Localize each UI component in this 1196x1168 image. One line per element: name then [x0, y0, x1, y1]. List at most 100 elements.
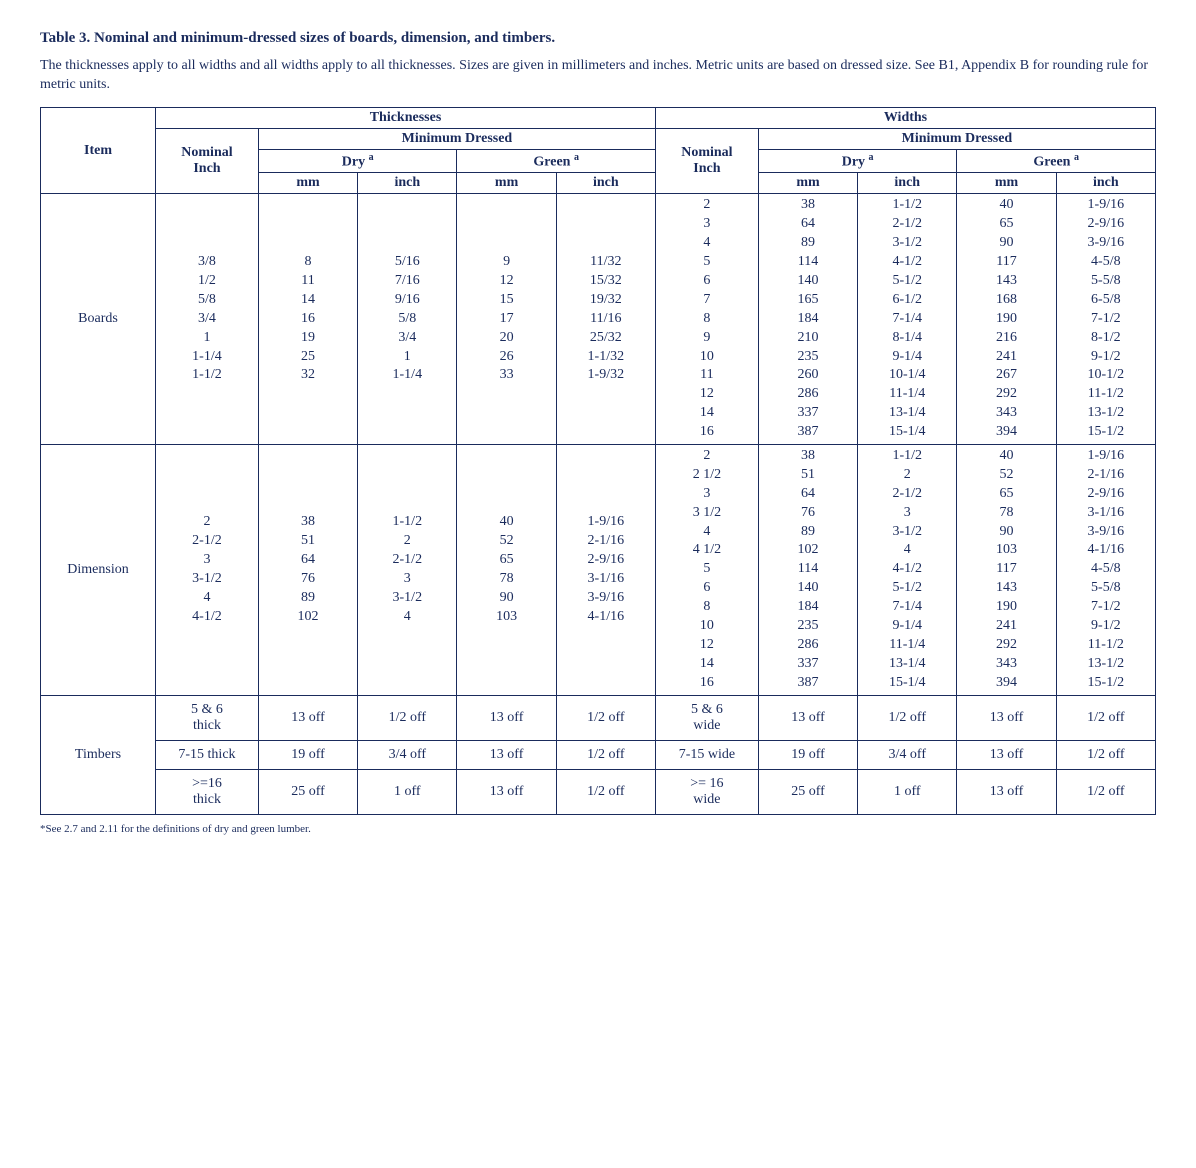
stack-value: 241 — [961, 617, 1051, 636]
cell-boards-thick-nominal: 3/81/25/83/411-1/41-1/2 — [156, 194, 259, 445]
stack-value: 117 — [961, 560, 1051, 579]
stack-value: 102 — [263, 608, 353, 627]
th-dry-width: Dry a — [758, 149, 957, 173]
stack-value: 9-1/2 — [1061, 348, 1151, 367]
cell-dimension-thick-dry-mm: 3851647689102 — [258, 445, 357, 696]
stack-value: 286 — [763, 636, 853, 655]
stack-value: 15-1/4 — [862, 423, 952, 442]
stack-value: 15 — [461, 291, 551, 310]
stack-value: 9-1/4 — [862, 348, 952, 367]
stack-value: 235 — [763, 617, 853, 636]
stack-value: 241 — [961, 348, 1051, 367]
th-inch: inch — [858, 173, 957, 194]
stack-value: 114 — [763, 560, 853, 579]
stack-value: 1-9/32 — [561, 366, 651, 385]
stack-value: 190 — [961, 310, 1051, 329]
stack-value: 33 — [461, 366, 551, 385]
stack-value: 7-1/4 — [862, 310, 952, 329]
table-footnote: *See 2.7 and 2.11 for the definitions of… — [40, 823, 1156, 835]
stack-value: 4-1/16 — [1061, 541, 1151, 560]
stack-value: 51 — [263, 532, 353, 551]
stack-value: 235 — [763, 348, 853, 367]
stack-value: 11-1/2 — [1061, 385, 1151, 404]
stack-value: 2 1/2 — [660, 466, 754, 485]
stack-value: 51 — [763, 466, 853, 485]
cell-boards-thick-dry-inch: 5/167/169/165/83/411-1/4 — [358, 194, 457, 445]
cell-boards-width-nominal: 234567891011121416 — [655, 194, 758, 445]
stack-value: 1-1/2 — [862, 196, 952, 215]
stack-value: 19/32 — [561, 291, 651, 310]
stack-value: 4 — [660, 523, 754, 542]
th-mm: mm — [457, 173, 556, 194]
stack-value: 165 — [763, 291, 853, 310]
stack-value: 5-1/2 — [862, 272, 952, 291]
cell-timber: 13 off — [457, 740, 556, 769]
stack-value: 2-1/16 — [561, 532, 651, 551]
stack-value: 5/16 — [362, 253, 452, 272]
stack-value: 4-5/8 — [1061, 253, 1151, 272]
stack-value: 10-1/4 — [862, 366, 952, 385]
stack-value: 3/4 — [362, 329, 452, 348]
th-min-dressed-width: Minimum Dressed — [758, 128, 1155, 149]
stack-value: 1-9/16 — [1061, 447, 1151, 466]
cell-timber: 1/2 off — [358, 695, 457, 740]
stack-value: 8-1/2 — [1061, 329, 1151, 348]
stack-value: 20 — [461, 329, 551, 348]
stack-value: 17 — [461, 310, 551, 329]
stack-value: 2 — [660, 196, 754, 215]
stack-value: 3-1/2 — [862, 234, 952, 253]
stack-value: 38 — [763, 447, 853, 466]
stack-value: 10 — [660, 348, 754, 367]
cell-dimension-thick-green-inch: 1-9/162-1/162-9/163-1/163-9/164-1/16 — [556, 445, 655, 696]
stack-value: 216 — [961, 329, 1051, 348]
cell-timber: 1/2 off — [1056, 740, 1155, 769]
stack-value: 5/8 — [362, 310, 452, 329]
cell-timber: 13 off — [457, 695, 556, 740]
stack-value: 11-1/4 — [862, 636, 952, 655]
th-mm: mm — [957, 173, 1056, 194]
cell-timber: >=16thick — [156, 769, 259, 814]
stack-value: 260 — [763, 366, 853, 385]
stack-value: 1-1/2 — [862, 447, 952, 466]
stack-value: 15-1/2 — [1061, 423, 1151, 442]
th-inch: inch — [1056, 173, 1155, 194]
stack-value: 64 — [763, 485, 853, 504]
stack-value: 4 — [660, 234, 754, 253]
stack-value: 3/8 — [160, 253, 254, 272]
stack-value: 40 — [961, 196, 1051, 215]
stack-value: 4 — [362, 608, 452, 627]
cell-timber: 3/4 off — [358, 740, 457, 769]
stack-value: 3-9/16 — [1061, 234, 1151, 253]
stack-value: 5-1/2 — [862, 579, 952, 598]
stack-value: 190 — [961, 598, 1051, 617]
cell-dimension-width-green-inch: 1-9/162-1/162-9/163-1/163-9/164-1/164-5/… — [1056, 445, 1155, 696]
stack-value: 2-1/2 — [862, 485, 952, 504]
stack-value: 16 — [660, 674, 754, 693]
stack-value: 4-1/2 — [862, 253, 952, 272]
table-title: Table 3. Nominal and minimum-dressed siz… — [40, 30, 1156, 47]
stack-value: 78 — [461, 570, 551, 589]
cell-timber: 13 off — [957, 769, 1056, 814]
cell-boards-width-green-mm: 406590117143168190216241267292343394 — [957, 194, 1056, 445]
stack-value: 26 — [461, 348, 551, 367]
stack-value: 343 — [961, 404, 1051, 423]
cell-timber: 19 off — [258, 740, 357, 769]
stack-value: 11/32 — [561, 253, 651, 272]
stack-value: 13-1/4 — [862, 404, 952, 423]
stack-value: 76 — [763, 504, 853, 523]
table-row-dimension: Dimension 22-1/233-1/244-1/2 38516476891… — [41, 445, 1156, 696]
stack-value: 184 — [763, 598, 853, 617]
item-label-timbers: Timbers — [41, 695, 156, 814]
stack-value: 40 — [461, 513, 551, 532]
stack-value: 3-1/16 — [561, 570, 651, 589]
stack-value: 8 — [660, 598, 754, 617]
stack-value: 102 — [763, 541, 853, 560]
footnote-ref-icon: a — [574, 152, 579, 163]
stack-value: 1 — [362, 348, 452, 367]
stack-value: 2-1/2 — [862, 215, 952, 234]
stack-value: 90 — [461, 589, 551, 608]
stack-value: 65 — [961, 485, 1051, 504]
cell-timber: 13 off — [957, 695, 1056, 740]
stack-value: 4 — [160, 589, 254, 608]
cell-timber: 1/2 off — [556, 769, 655, 814]
